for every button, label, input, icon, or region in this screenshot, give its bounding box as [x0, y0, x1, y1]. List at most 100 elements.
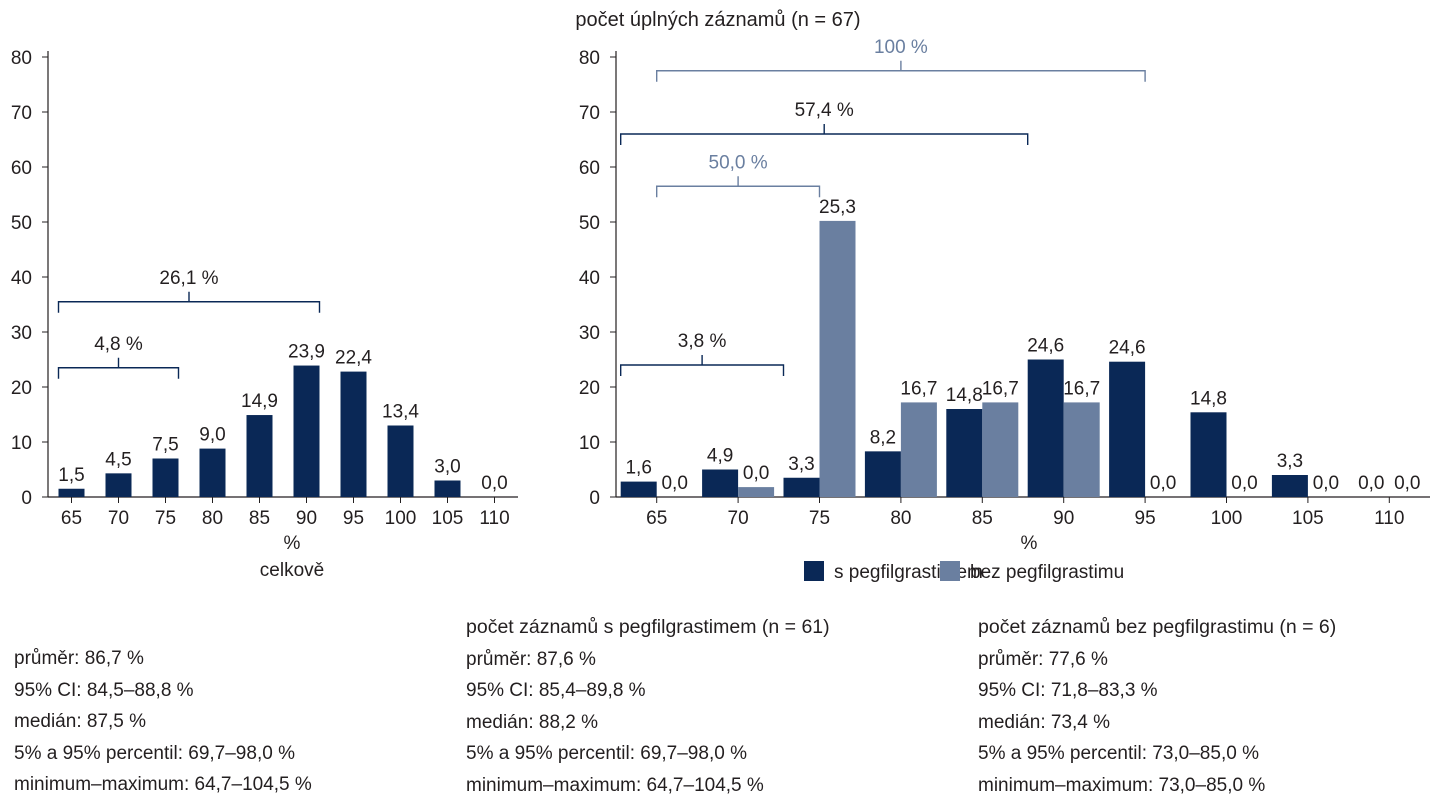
- data-label: 24,6: [1109, 338, 1146, 359]
- y-tick-label: 60: [11, 158, 32, 179]
- data-label: 13,4: [382, 402, 419, 423]
- bar: [820, 221, 856, 497]
- data-label: 14,8: [946, 385, 983, 406]
- bar: [1109, 362, 1145, 497]
- x-tick-label: 65: [646, 508, 667, 529]
- bar: [784, 478, 820, 497]
- y-tick-label: 50: [579, 213, 600, 234]
- x-tick-label: 80: [890, 508, 911, 529]
- data-label: 16,7: [900, 378, 937, 399]
- y-tick-label: 50: [11, 213, 32, 234]
- bracket-label: 50,0 %: [709, 152, 768, 173]
- stat-ci: 95% CI: 71,8–83,3 %: [978, 675, 1336, 707]
- data-label: 4,5: [105, 449, 131, 470]
- data-label: 1,6: [625, 458, 651, 479]
- stats-overall: průměr: 86,7 % 95% CI: 84,5–88,8 % mediá…: [14, 643, 312, 801]
- bar: [200, 449, 226, 497]
- bar: [702, 470, 738, 498]
- data-label: 16,7: [982, 378, 1019, 399]
- data-label: 14,8: [1190, 388, 1227, 409]
- x-tick-label: 80: [202, 508, 223, 529]
- bar: [341, 372, 367, 497]
- bar: [1191, 412, 1227, 497]
- y-tick-label: 10: [11, 433, 32, 454]
- x-tick-label: 85: [972, 508, 993, 529]
- x-tick-label: 75: [155, 508, 176, 529]
- data-label: 1,5: [58, 465, 84, 486]
- x-tick-label: 70: [108, 508, 129, 529]
- x-tick-label: 105: [1292, 508, 1324, 529]
- bar: [982, 402, 1018, 497]
- y-tick-label: 70: [579, 103, 600, 124]
- data-label: 24,6: [1027, 336, 1064, 357]
- x-tick-label: 75: [809, 508, 830, 529]
- stat-median: medián: 87,5 %: [14, 706, 312, 738]
- data-label: 0,0: [1150, 473, 1176, 494]
- bracket: [657, 61, 1145, 82]
- data-label: 3,3: [1277, 451, 1303, 472]
- stat-percentile: 5% a 95% percentil: 69,7–98,0 %: [466, 738, 830, 770]
- y-tick-label: 40: [579, 268, 600, 289]
- bracket: [621, 124, 1028, 145]
- y-tick-label: 80: [11, 48, 32, 69]
- x-tick-label: 100: [1211, 508, 1243, 529]
- x-tick-label: 95: [1135, 508, 1156, 529]
- bar: [294, 366, 320, 497]
- data-label: 22,4: [335, 348, 372, 369]
- bar: [106, 473, 132, 497]
- y-tick-label: 20: [579, 378, 600, 399]
- stats-with-pegfilgrastim: počet záznamů s pegfilgrastimem (n = 61)…: [466, 612, 830, 801]
- data-label: 0,0: [661, 473, 687, 494]
- data-label: 25,3: [819, 197, 856, 218]
- data-label: 3,3: [788, 454, 814, 475]
- x-tick-label: 110: [1374, 508, 1404, 529]
- data-label: 4,9: [707, 446, 733, 467]
- bracket: [657, 176, 820, 197]
- data-label: 3,0: [434, 457, 460, 478]
- data-label: 7,5: [152, 435, 178, 456]
- x-tick-label: 95: [343, 508, 364, 529]
- bracket: [59, 358, 179, 379]
- legend-label: s pegfilgrastimem: [834, 562, 983, 583]
- bracket-label: 57,4 %: [795, 100, 854, 121]
- stats-without-pegfilgrastim: počet záznamů bez pegfilgrastimu (n = 6)…: [978, 612, 1336, 801]
- stats-heading: počet záznamů s pegfilgrastimem (n = 61): [466, 612, 830, 644]
- y-tick-label: 20: [11, 378, 32, 399]
- x-tick-label: 85: [249, 508, 270, 529]
- chart-sublabel: celkově: [260, 560, 324, 581]
- bracket-label: 4,8 %: [94, 334, 143, 355]
- bar: [901, 402, 937, 497]
- x-tick-label: 100: [385, 508, 417, 529]
- bar: [1064, 402, 1100, 497]
- bar: [435, 481, 461, 498]
- legend-swatch: [940, 561, 960, 581]
- bracket: [59, 292, 320, 313]
- stat-ci: 95% CI: 85,4–89,8 %: [466, 675, 830, 707]
- bracket-label: 100 %: [874, 37, 928, 58]
- bar: [738, 487, 774, 497]
- y-tick-label: 40: [11, 268, 32, 289]
- x-tick-label: 90: [296, 508, 317, 529]
- stat-median: medián: 73,4 %: [978, 707, 1336, 739]
- x-axis-label: %: [284, 533, 301, 554]
- y-tick-label: 80: [579, 48, 600, 69]
- data-label: 14,9: [241, 391, 278, 412]
- bracket-label: 3,8 %: [678, 331, 727, 352]
- bar: [153, 459, 179, 498]
- y-tick-label: 30: [11, 323, 32, 344]
- stat-ci: 95% CI: 84,5–88,8 %: [14, 675, 312, 707]
- bracket: [621, 355, 784, 376]
- data-label: 9,0: [199, 425, 225, 446]
- bar: [388, 426, 414, 498]
- stat-median: medián: 88,2 %: [466, 707, 830, 739]
- x-axis-label: %: [1021, 533, 1038, 554]
- data-label: 0,0: [1358, 473, 1384, 494]
- bar: [946, 409, 982, 497]
- bar: [59, 489, 85, 497]
- data-label: 23,9: [288, 342, 325, 363]
- stat-minmax: minimum–maximum: 64,7–104,5 %: [466, 770, 830, 801]
- data-label: 0,0: [481, 473, 507, 494]
- bar: [1028, 360, 1064, 498]
- bar: [865, 451, 901, 497]
